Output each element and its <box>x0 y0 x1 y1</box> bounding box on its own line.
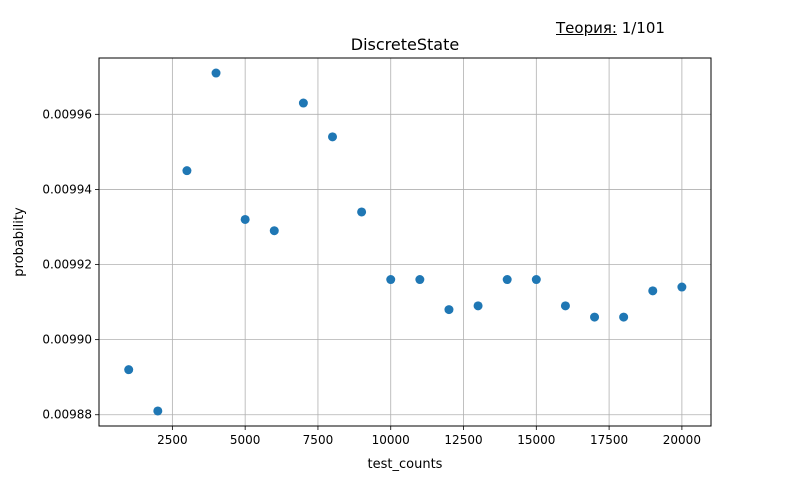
x-tick-label: 15000 <box>517 433 555 447</box>
y-tick-label: 0.00988 <box>42 408 92 422</box>
data-point <box>328 132 338 142</box>
data-point <box>386 275 396 285</box>
x-tick-label: 5000 <box>230 433 261 447</box>
data-point <box>182 166 192 176</box>
y-tick-label: 0.00996 <box>42 107 92 121</box>
x-tick-label: 20000 <box>663 433 701 447</box>
data-point <box>590 312 600 322</box>
x-tick-label: 12500 <box>444 433 482 447</box>
theory-annotation: Теория: 1/101 <box>556 19 665 37</box>
x-axis-label: test_counts <box>368 457 443 472</box>
x-tick-label: 2500 <box>157 433 188 447</box>
data-points <box>124 68 687 416</box>
theory-label: Теория: <box>556 19 617 37</box>
data-point <box>444 305 454 315</box>
y-tick-label: 0.00994 <box>42 182 92 196</box>
data-point <box>298 98 308 108</box>
data-point <box>560 301 570 311</box>
theory-value: 1/101 <box>621 19 665 37</box>
data-point <box>648 286 658 296</box>
grid <box>99 58 711 426</box>
y-tick-label: 0.00990 <box>42 333 92 347</box>
data-point <box>502 275 512 285</box>
x-axis: 2500 5000 7500 10000 12500 15000 17500 20000 <box>157 426 701 447</box>
data-point <box>240 214 250 224</box>
plot-area <box>98 57 712 427</box>
y-tick-label: 0.00992 <box>42 258 92 272</box>
data-point <box>269 226 279 236</box>
y-axis: 0.00988 0.00990 0.00992 0.00994 0.00996 <box>42 107 99 422</box>
data-point <box>124 365 134 375</box>
data-point <box>619 312 629 322</box>
x-tick-label: 7500 <box>303 433 334 447</box>
data-point <box>357 207 367 217</box>
data-point <box>677 282 687 292</box>
x-tick-label: 10000 <box>372 433 410 447</box>
data-point <box>415 275 425 285</box>
data-point <box>211 68 221 78</box>
data-point <box>473 301 483 311</box>
data-point <box>153 406 163 416</box>
chart-title: DiscreteState <box>351 35 459 54</box>
y-axis-label: probability <box>12 207 27 277</box>
x-tick-label: 17500 <box>590 433 628 447</box>
data-point <box>531 275 541 285</box>
